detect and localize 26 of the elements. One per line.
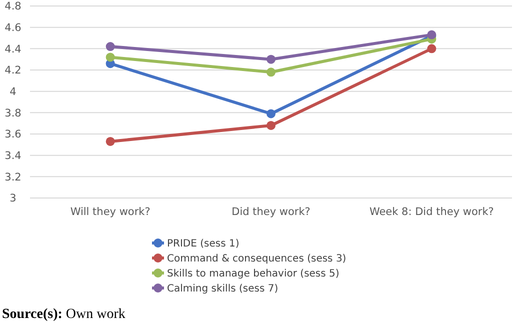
x-tick-label: Week 8: Did they work? [369, 206, 494, 218]
point [266, 54, 276, 64]
source-note: Source(s): Own work [2, 307, 126, 322]
point [106, 52, 115, 62]
y-tick-label: 3.8 [4, 107, 22, 120]
point [106, 42, 115, 52]
y-tick-label: 4.8 [4, 0, 22, 13]
legend-label: Skills to manage behavior (sess 5) [167, 268, 340, 280]
x-tick-label: Did they work? [232, 206, 310, 218]
point [266, 120, 276, 130]
legend-label: PRIDE (sess 1) [167, 238, 240, 250]
point [106, 136, 115, 146]
legend-label: Command & consequences (sess 3) [167, 254, 346, 264]
y-tick-label: 4.2 [4, 64, 22, 77]
point [266, 109, 276, 118]
point [266, 68, 276, 77]
legend-label: Calming skills (sess 7) [167, 284, 278, 294]
y-tick-label: 4.6 [4, 22, 22, 34]
x-tick-label: Will they work? [70, 206, 150, 218]
y-tick-label: 4 [10, 86, 17, 98]
point [427, 44, 436, 54]
y-tick-label: 3 [10, 192, 16, 205]
y-tick-label: 3.2 [4, 171, 22, 184]
y-tick-label: 4.4 [4, 43, 22, 56]
y-tick-label: 3.6 [4, 128, 22, 141]
y-tick-label: 3.4 [4, 150, 22, 162]
